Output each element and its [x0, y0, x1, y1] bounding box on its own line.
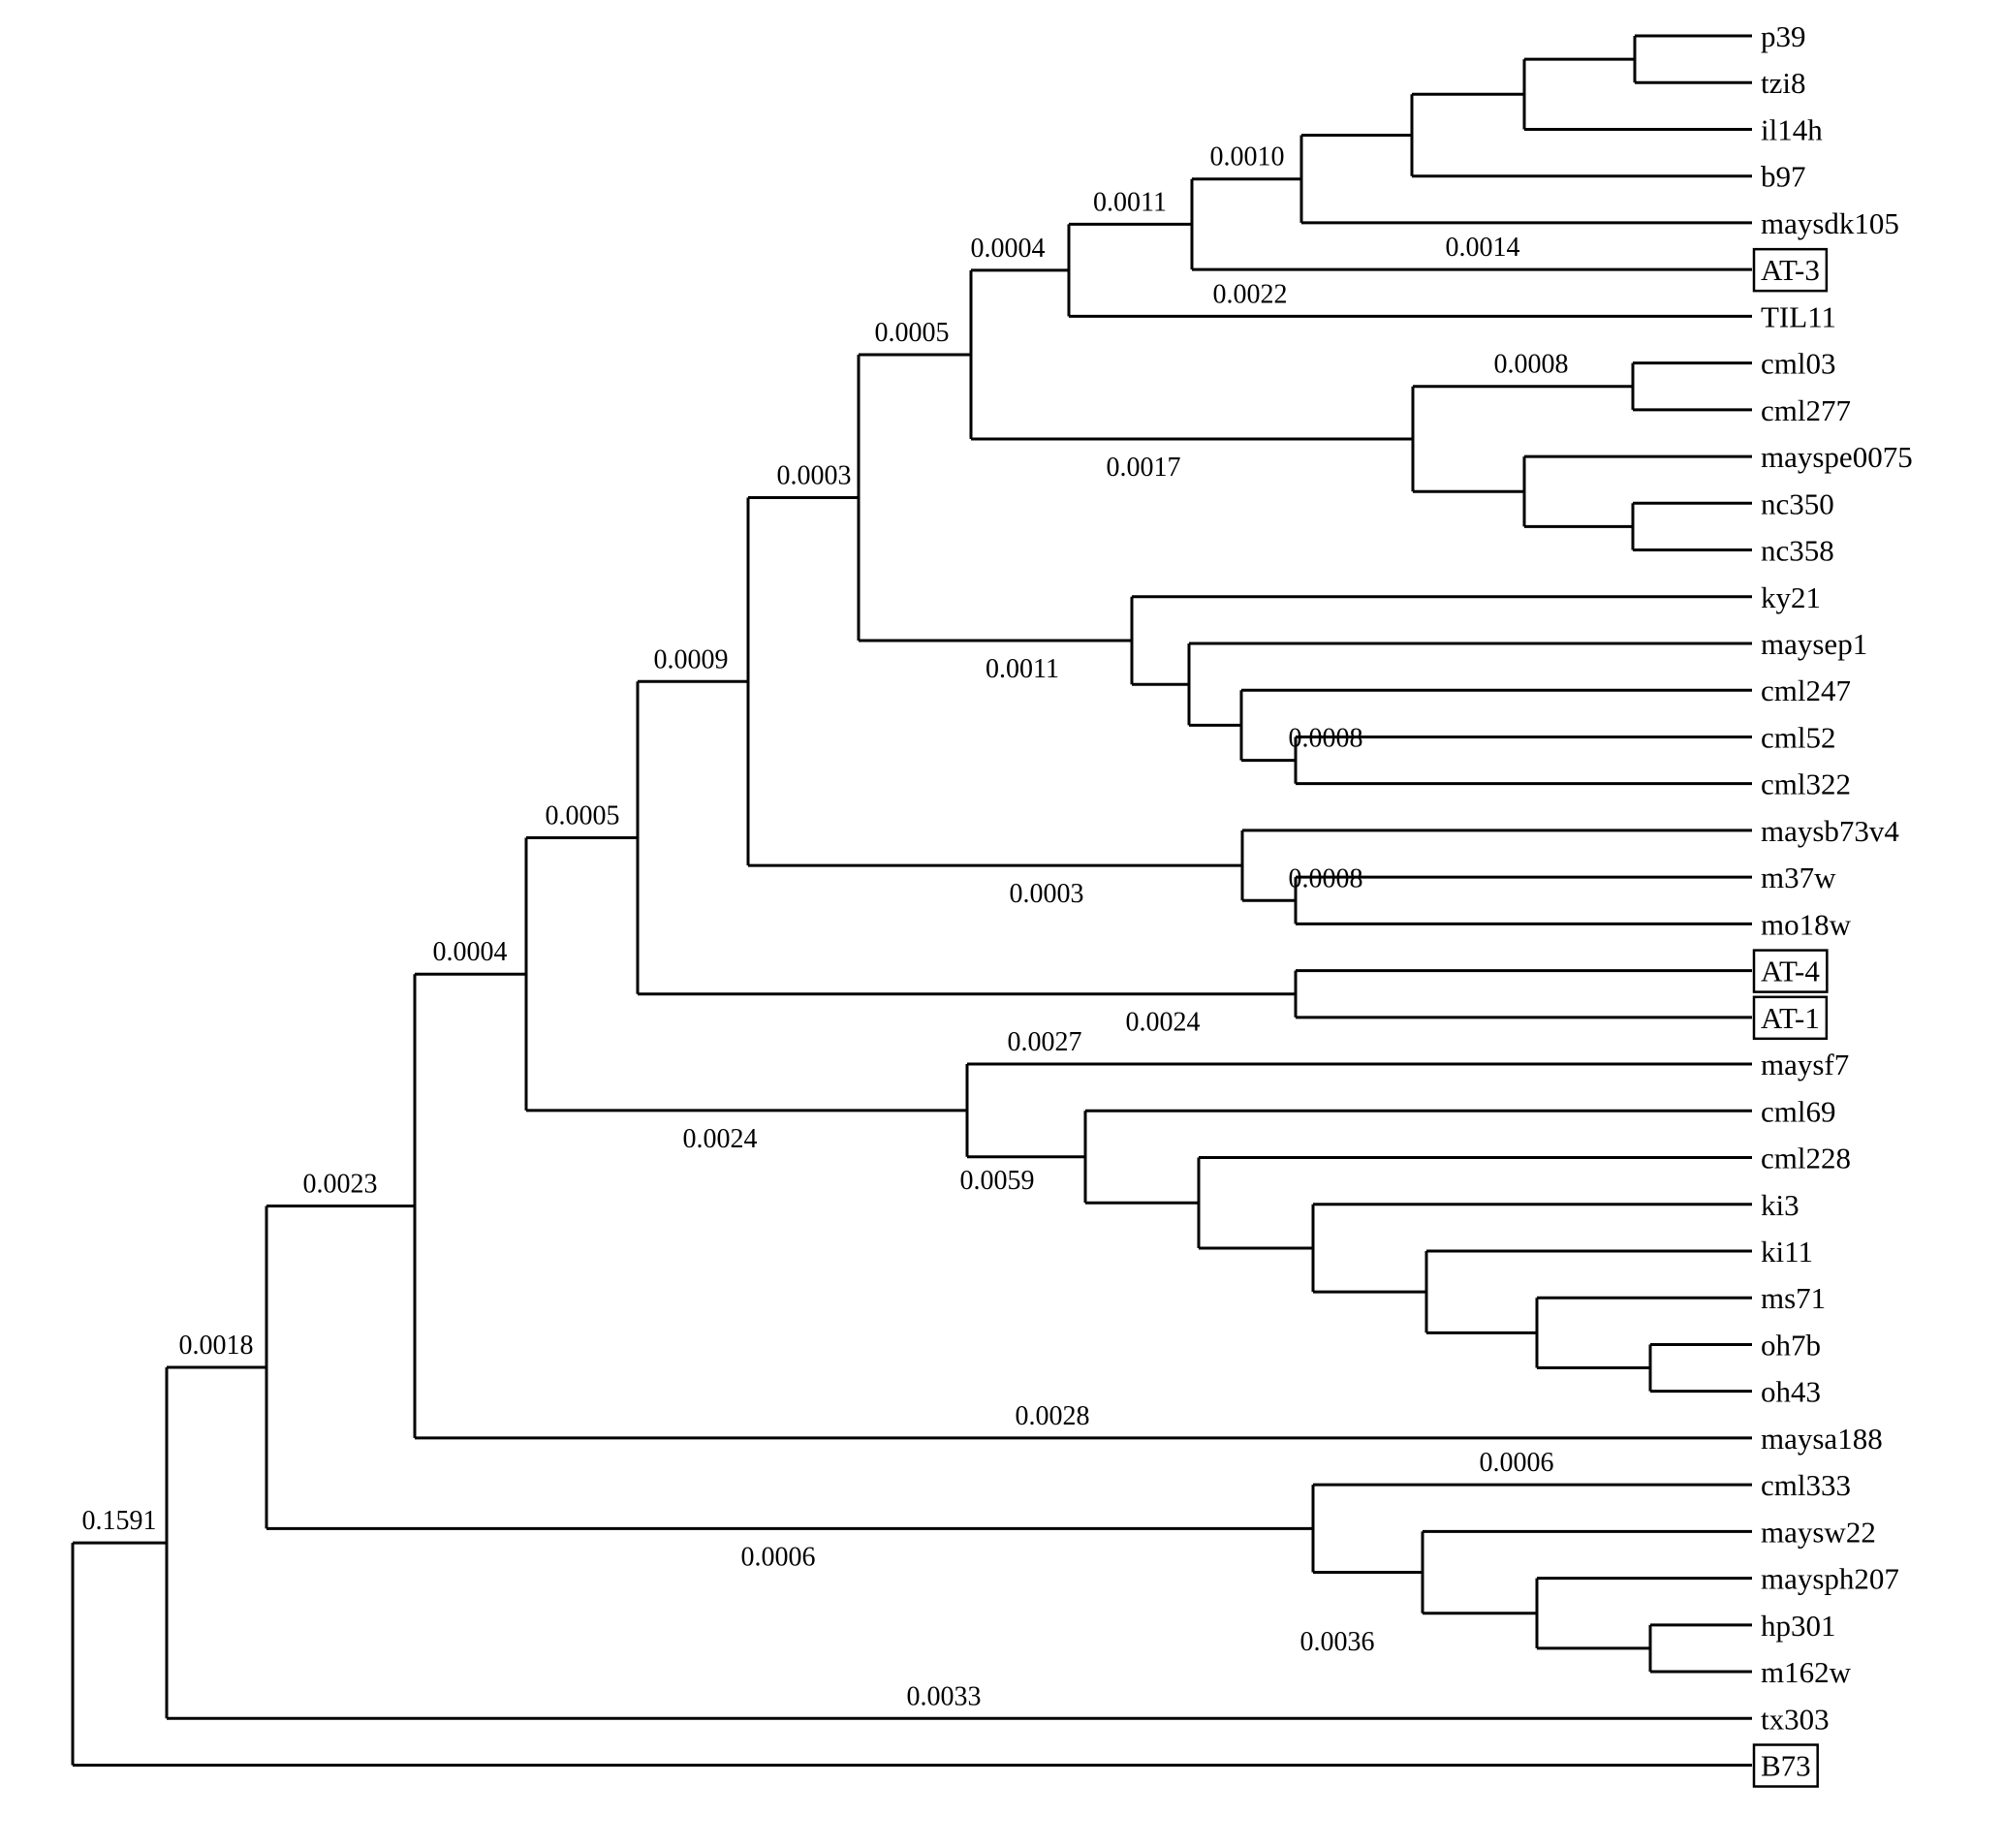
branch-length-label: 0.0036 — [1300, 1627, 1375, 1657]
taxon-label-AT-4: AT-4 — [1761, 955, 1820, 988]
taxon-label-nc358: nc358 — [1761, 534, 1834, 568]
branch-length-label: 0.0003 — [777, 460, 852, 490]
branch-length-label: 0.0004 — [971, 234, 1046, 264]
branch-length-label: 0.0006 — [1480, 1448, 1554, 1478]
taxon-label-il14h: il14h — [1761, 112, 1823, 146]
taxon-label-maysa188: maysa188 — [1761, 1422, 1883, 1456]
taxon-label-cml52: cml52 — [1761, 720, 1836, 754]
taxon-box-AT-4 — [1752, 949, 1829, 993]
taxon-label-tzi8: tzi8 — [1761, 66, 1806, 100]
branch-length-label: 0.0027 — [1008, 1027, 1082, 1057]
taxon-label-maysep1: maysep1 — [1761, 627, 1867, 661]
taxon-label-ky21: ky21 — [1761, 580, 1821, 614]
branch-length-label: 0.0014 — [1446, 233, 1520, 263]
taxon-label-AT-3: AT-3 — [1761, 253, 1820, 287]
taxon-label-oh7b: oh7b — [1761, 1328, 1821, 1362]
branch-length-label: 0.0008 — [1494, 350, 1569, 380]
branch-length-label: 0.0005 — [546, 800, 620, 830]
branch-length-label: 0.1591 — [82, 1506, 157, 1536]
taxon-box-AT-3 — [1752, 247, 1829, 293]
branch-length-label: 0.0024 — [1126, 1008, 1201, 1038]
branch-length-label: 0.0006 — [741, 1542, 816, 1572]
branch-length-label: 0.0017 — [1107, 453, 1181, 483]
branch-length-label: 0.0005 — [875, 318, 950, 348]
taxon-label-nc350: nc350 — [1761, 486, 1834, 520]
taxon-label-maysf7: maysf7 — [1761, 1048, 1849, 1081]
branch-length-label: 0.0018 — [179, 1331, 254, 1361]
taxon-label-cml322: cml322 — [1761, 767, 1851, 801]
taxon-label-B73: B73 — [1761, 1749, 1811, 1783]
taxon-label-m37w: m37w — [1761, 861, 1836, 894]
branch-length-label: 0.0008 — [1289, 724, 1363, 754]
taxon-label-cml228: cml228 — [1761, 1142, 1851, 1175]
taxon-label-cml03: cml03 — [1761, 347, 1836, 381]
taxon-label-TIL11: TIL11 — [1761, 299, 1836, 333]
branch-length-label: 0.0024 — [683, 1124, 758, 1154]
taxon-label-maysph207: maysph207 — [1761, 1562, 1899, 1596]
taxon-label-maysb73v4: maysb73v4 — [1761, 814, 1899, 848]
branch-length-label: 0.0011 — [986, 654, 1059, 684]
branch-length-label: 0.0008 — [1289, 863, 1363, 893]
taxon-label-cml277: cml277 — [1761, 393, 1851, 427]
branch-length-label: 0.0010 — [1210, 142, 1285, 172]
taxon-label-p39: p39 — [1761, 19, 1806, 53]
taxon-label-oh43: oh43 — [1761, 1375, 1821, 1409]
taxon-box-AT-1 — [1752, 995, 1829, 1041]
branch-length-label: 0.0033 — [907, 1681, 982, 1711]
taxon-label-ki3: ki3 — [1761, 1188, 1800, 1222]
branch-length-label: 0.0009 — [654, 644, 729, 674]
taxon-label-m162w: m162w — [1761, 1655, 1852, 1689]
taxon-label-mayspe0075: mayspe0075 — [1761, 440, 1913, 474]
taxon-box-B73 — [1752, 1743, 1819, 1788]
taxon-label-maysdk105: maysdk105 — [1761, 206, 1899, 240]
branch-length-label: 0.0022 — [1213, 279, 1288, 309]
taxon-label-maysw22: maysw22 — [1761, 1515, 1876, 1549]
branch-length-label: 0.0004 — [433, 937, 508, 967]
taxon-label-cml333: cml333 — [1761, 1468, 1851, 1502]
taxon-label-cml247: cml247 — [1761, 673, 1851, 707]
taxon-label-ki11: ki11 — [1761, 1235, 1813, 1269]
branch-length-label: 0.0003 — [1010, 879, 1084, 909]
taxon-label-mo18w: mo18w — [1761, 907, 1852, 941]
taxon-label-cml69: cml69 — [1761, 1094, 1836, 1128]
taxon-label-AT-1: AT-1 — [1761, 1001, 1820, 1035]
branch-length-label: 0.0023 — [303, 1170, 378, 1200]
taxon-label-tx303: tx303 — [1761, 1702, 1830, 1736]
branch-length-label: 0.0028 — [1016, 1401, 1090, 1431]
branch-length-label: 0.0011 — [1093, 187, 1167, 217]
taxon-label-ms71: ms71 — [1761, 1281, 1826, 1315]
taxon-label-b97: b97 — [1761, 160, 1806, 194]
taxon-label-hp301: hp301 — [1761, 1609, 1836, 1643]
branch-length-label: 0.0059 — [960, 1166, 1035, 1196]
